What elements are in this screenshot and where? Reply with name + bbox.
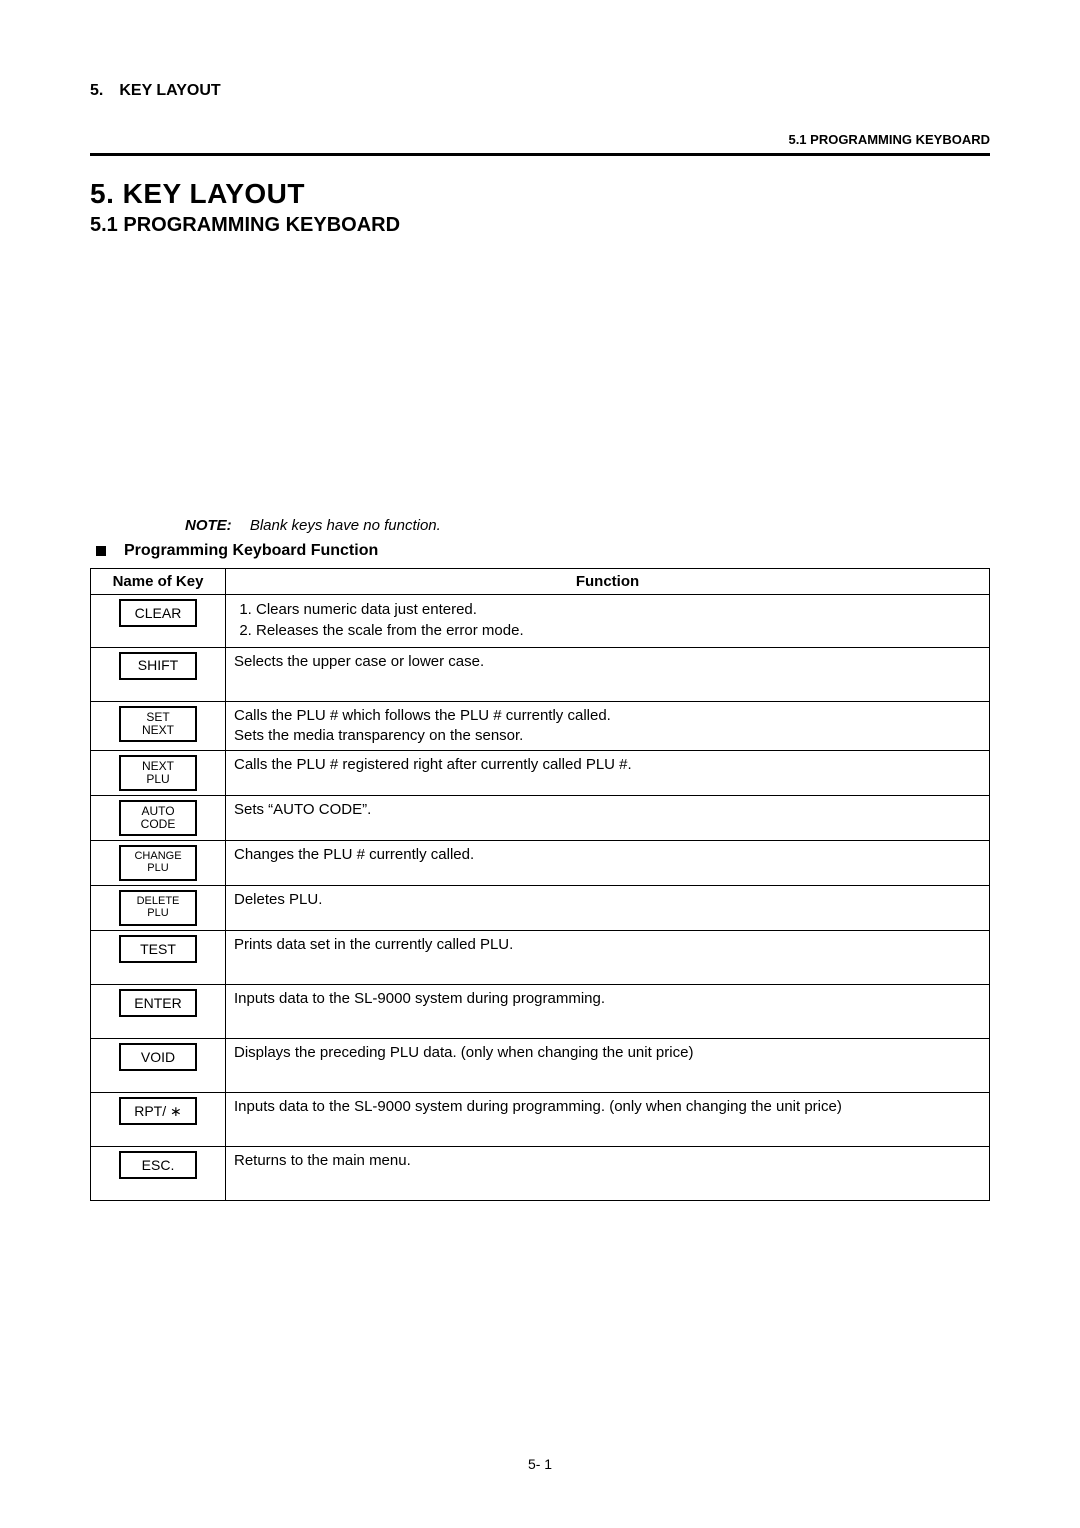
keycap-line: PLU — [147, 908, 168, 920]
keycap-line: NEXT — [142, 724, 174, 737]
table-header-row: Name of Key Function — [91, 569, 990, 595]
note-line: NOTE: Blank keys have no function. — [90, 517, 990, 534]
keycap: SETNEXT — [119, 706, 197, 742]
keycap-line: SHIFT — [138, 658, 178, 673]
function-cell: Clears numeric data just entered.Release… — [226, 595, 990, 648]
function-cell: Sets “AUTO CODE”. — [226, 796, 990, 841]
header-subsection-label: 5.1 PROGRAMMING KEYBOARD — [90, 132, 990, 147]
table-row: DELETEPLU Deletes PLU. — [91, 886, 990, 931]
note-text: Blank keys have no function. — [250, 517, 441, 534]
keycap-line: ESC. — [142, 1158, 175, 1173]
keycap: CLEAR — [119, 599, 197, 627]
bullet-icon — [96, 546, 106, 556]
function-cell: Inputs data to the SL-9000 system during… — [226, 985, 990, 1039]
function-cell: Prints data set in the currently called … — [226, 931, 990, 985]
header-section-label: 5. KEY LAYOUT — [90, 82, 990, 100]
key-cell: ENTER — [91, 985, 226, 1039]
keycap-line: CODE — [141, 818, 176, 831]
key-cell: RPT/ ∗ — [91, 1093, 226, 1147]
key-cell: NEXTPLU — [91, 751, 226, 796]
key-cell: ESC. — [91, 1147, 226, 1201]
table-row: AUTOCODE Sets “AUTO CODE”. — [91, 796, 990, 841]
function-table: Name of Key Function CLEAR Clears numeric… — [90, 568, 990, 1201]
keycap: DELETEPLU — [119, 890, 197, 926]
keycap: AUTOCODE — [119, 800, 197, 836]
key-cell: CHANGEPLU — [91, 841, 226, 886]
keycap-line: TEST — [140, 942, 176, 957]
keycap-line: SET — [146, 711, 169, 724]
note-label: NOTE: — [185, 517, 232, 534]
table-row: SETNEXT Calls the PLU # which follows the… — [91, 701, 990, 751]
table-heading-text: Programming Keyboard Function — [124, 542, 378, 560]
keycap: RPT/ ∗ — [119, 1097, 197, 1125]
table-heading: Programming Keyboard Function — [90, 542, 990, 560]
col-header-key: Name of Key — [91, 569, 226, 595]
function-text-line: Calls the PLU # which follows the PLU # … — [234, 706, 981, 726]
table-row: ESC. Returns to the main menu. — [91, 1147, 990, 1201]
function-cell: Inputs data to the SL-9000 system during… — [226, 1093, 990, 1147]
page-number: 5- 1 — [0, 1456, 1080, 1472]
keycap-line: RPT/ ∗ — [134, 1104, 182, 1119]
function-list-item: Releases the scale from the error mode. — [256, 621, 981, 641]
function-cell: Displays the preceding PLU data. (only w… — [226, 1039, 990, 1093]
page: 5. KEY LAYOUT 5.1 PROGRAMMING KEYBOARD 5… — [0, 0, 1080, 1528]
keycap: SHIFT — [119, 652, 197, 680]
function-list-item: Clears numeric data just entered. — [256, 600, 981, 620]
keycap: VOID — [119, 1043, 197, 1071]
section-title: 5. KEY LAYOUT — [90, 178, 990, 210]
table-row: TEST Prints data set in the currently cal… — [91, 931, 990, 985]
table-row: CLEAR Clears numeric data just entered.Re… — [91, 595, 990, 648]
table-row: VOID Displays the preceding PLU data. (on… — [91, 1039, 990, 1093]
function-cell: Calls the PLU # registered right after c… — [226, 751, 990, 796]
col-header-function: Function — [226, 569, 990, 595]
keycap-line: PLU — [146, 773, 169, 786]
key-cell: DELETEPLU — [91, 886, 226, 931]
keycap: CHANGEPLU — [119, 845, 197, 881]
key-cell: VOID — [91, 1039, 226, 1093]
keycap-line: VOID — [141, 1050, 175, 1065]
function-cell: Changes the PLU # currently called. — [226, 841, 990, 886]
function-list: Clears numeric data just entered.Release… — [234, 600, 981, 642]
table-row: RPT/ ∗ Inputs data to the SL-9000 system … — [91, 1093, 990, 1147]
header-divider — [90, 153, 990, 156]
subsection-title: 5.1 PROGRAMMING KEYBOARD — [90, 214, 990, 237]
function-cell: Selects the upper case or lower case. — [226, 647, 990, 701]
table-row: SHIFT Selects the upper case or lower cas… — [91, 647, 990, 701]
keycap-line: ENTER — [134, 996, 181, 1011]
key-cell: TEST — [91, 931, 226, 985]
function-cell: Deletes PLU. — [226, 886, 990, 931]
key-cell: AUTOCODE — [91, 796, 226, 841]
key-cell: CLEAR — [91, 595, 226, 648]
function-cell: Returns to the main menu. — [226, 1147, 990, 1201]
table-row: NEXTPLU Calls the PLU # registered right … — [91, 751, 990, 796]
keycap-line: PLU — [147, 863, 168, 875]
table-row: CHANGEPLU Changes the PLU # currently cal… — [91, 841, 990, 886]
function-cell: Calls the PLU # which follows the PLU # … — [226, 701, 990, 751]
keycap: ENTER — [119, 989, 197, 1017]
keycap: TEST — [119, 935, 197, 963]
keycap-line: CLEAR — [135, 606, 182, 621]
table-row: ENTER Inputs data to the SL-9000 system d… — [91, 985, 990, 1039]
keycap: NEXTPLU — [119, 755, 197, 791]
function-text-line: Sets the media transparency on the senso… — [234, 726, 981, 746]
key-cell: SHIFT — [91, 647, 226, 701]
key-cell: SETNEXT — [91, 701, 226, 751]
keycap: ESC. — [119, 1151, 197, 1179]
